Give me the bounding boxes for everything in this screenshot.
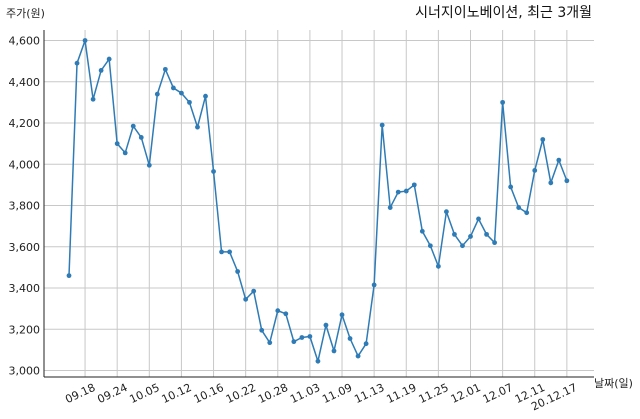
y-tick-label: 3,600 [9,241,41,254]
data-point [524,210,530,216]
data-point [492,240,497,246]
data-point [331,348,337,354]
axes [43,30,594,378]
data-point [371,282,377,288]
data-point [500,99,506,105]
data-point [82,38,88,43]
y-tick-label: 4,200 [9,117,41,130]
data-point [427,243,433,249]
data-point [323,322,329,328]
data-point [146,162,152,168]
data-point [347,336,353,341]
data-point [179,90,184,96]
data-point [532,168,538,173]
x-tick-label: 12.01 [449,381,483,406]
y-tick-label: 4,600 [9,35,41,48]
y-tick-labels: 3,000 3,200 3,400 3,600 3,800 4,000 4,200 4,400… [9,35,41,378]
data-point [508,184,514,190]
data-point [211,169,216,174]
x-tick-labels: 09.1809.2410.0510.1210.1610.2210.2811.03… [63,381,579,413]
x-tick-label: 10.05 [128,381,162,406]
x-tick-label: 09.18 [63,381,97,406]
data-point [299,335,305,340]
data-point [187,99,192,105]
data-point [203,93,208,99]
x-tick-label: 11.13 [352,381,386,406]
data-point [243,296,249,302]
data-point [411,182,417,188]
x-tick-label: 11.19 [384,381,418,406]
data-point [484,231,489,237]
price-series [66,38,570,365]
data-point [235,269,241,274]
data-point [460,243,465,249]
gridlines [44,30,594,377]
data-point [556,157,562,163]
x-tick-label: 10.22 [224,381,258,406]
data-point [395,189,401,195]
data-point [219,249,224,255]
data-point [339,312,345,318]
data-point [98,68,104,73]
data-point [267,340,273,346]
data-point [379,122,385,128]
data-point [516,205,522,210]
data-point [259,327,265,333]
data-point [315,358,321,364]
data-point [307,334,313,339]
y-axis-label: 주가(원) [6,7,45,20]
data-point [251,288,257,294]
data-point [419,228,425,234]
x-tick-label: 11.03 [288,381,322,406]
x-tick-label: 10.12 [160,381,194,406]
data-point [403,188,409,194]
data-point [130,123,136,129]
data-point [66,273,72,279]
x-tick-label: 12.07 [481,381,515,406]
data-point [90,96,96,102]
y-tick-label: 3,800 [9,200,41,213]
x-tick-label: 09.24 [95,381,129,406]
y-tick-label: 4,400 [9,76,41,89]
y-tick-label: 4,000 [9,158,41,171]
data-point [540,137,546,142]
data-point [122,150,128,156]
data-point [195,124,200,130]
data-point [548,180,554,186]
data-point [476,216,481,222]
data-point [564,178,570,184]
data-point [435,263,441,269]
series-line [68,40,568,365]
data-point [114,141,120,147]
data-point [74,60,80,66]
data-point [355,353,361,359]
y-tick-label: 3,200 [9,323,41,336]
x-tick-label: 10.28 [256,381,290,406]
data-point [275,308,281,314]
y-tick-label: 3,000 [9,365,41,378]
data-point [162,66,168,72]
data-point [227,249,233,255]
data-point [106,56,112,62]
y-tick-label: 3,400 [9,282,41,295]
data-point [444,209,449,215]
data-point [363,341,369,347]
data-point [387,205,393,210]
x-tick-label: 11.25 [417,381,451,406]
data-point [283,311,289,317]
data-point [154,91,160,97]
data-point [452,231,457,237]
x-axis-label: 날짜(일) [594,376,633,390]
x-tick-label: 10.16 [192,381,226,406]
data-point [138,135,144,140]
chart-title: 시너지이노베이션, 최근 3개월 [415,5,592,21]
data-point [468,234,473,239]
data-point [170,85,176,91]
x-tick-label: 11.09 [320,381,354,406]
data-point [291,339,297,345]
